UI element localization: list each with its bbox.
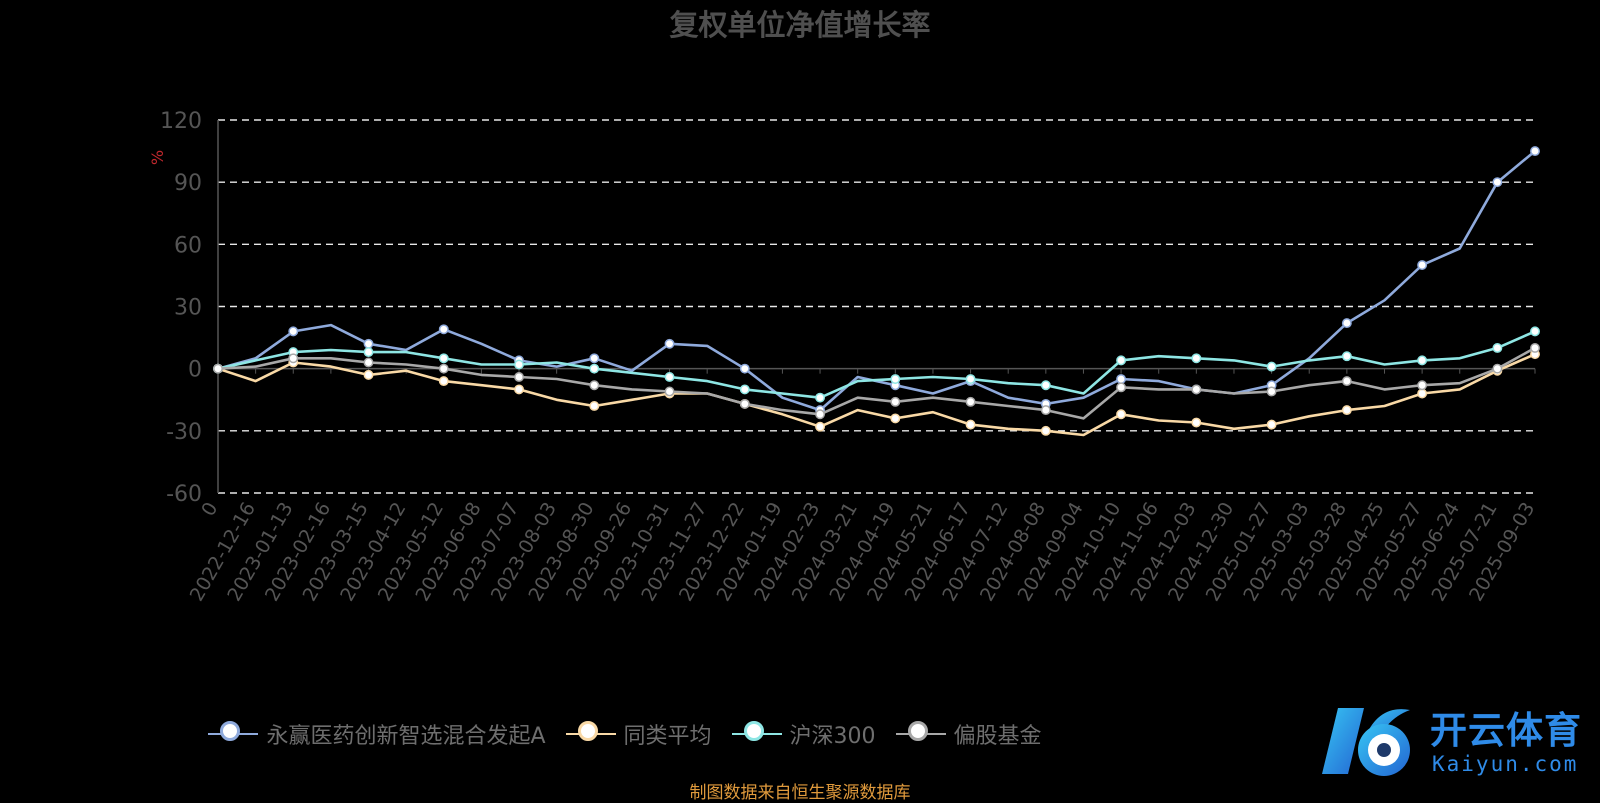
series-line-4 <box>217 346 1536 420</box>
data-point <box>1530 326 1540 337</box>
data-point <box>1191 384 1202 395</box>
data-point <box>514 359 524 370</box>
legend-label: 沪深300 <box>789 724 876 749</box>
data-point <box>1492 363 1503 374</box>
legend-item-1[interactable]: 永赢医药创新智选混合发起A <box>208 718 546 750</box>
chart-title: 复权单位净值增长率 <box>669 8 931 42</box>
legend-marker <box>731 721 782 747</box>
y-tick-label: 60 <box>174 233 202 258</box>
data-point <box>1191 417 1202 428</box>
x-tick-label: 0 <box>197 499 222 520</box>
data-point <box>815 421 826 432</box>
data-point <box>1040 380 1051 391</box>
kaiyun-logo <box>1322 708 1410 776</box>
data-point <box>1492 177 1503 188</box>
data-point <box>1417 355 1428 366</box>
data-point <box>890 396 901 407</box>
data-point <box>1266 419 1277 430</box>
legend-marker <box>565 721 616 747</box>
data-point <box>1116 382 1127 393</box>
data-point <box>815 392 826 403</box>
data-point <box>438 376 449 387</box>
data-point <box>965 419 976 430</box>
legend-marker <box>208 721 259 747</box>
data-point <box>890 413 901 424</box>
legend: 永赢医药创新智选混合发起A 同类平均 沪深300 偏股基金 <box>0 718 1250 750</box>
data-point <box>363 347 374 358</box>
legend-label: 永赢医药创新智选混合发起A <box>266 724 546 749</box>
data-point <box>1530 146 1540 157</box>
logo-subtext: Kaiyun.com <box>1432 752 1579 776</box>
series-line-3 <box>217 330 1536 400</box>
data-point <box>589 363 600 374</box>
source-note: 制图数据来自恒生聚源数据库 <box>689 783 911 803</box>
y-tick-label: 90 <box>174 171 202 196</box>
y-tick-label: -60 <box>166 482 202 507</box>
data-point <box>1492 342 1503 353</box>
data-point <box>1341 351 1352 362</box>
data-point <box>1116 374 1127 384</box>
data-point <box>288 326 299 337</box>
data-point <box>1266 361 1277 372</box>
data-point <box>1341 376 1352 387</box>
legend-item-2[interactable]: 同类平均 <box>565 718 712 750</box>
logo-text: 开云体育 <box>1430 709 1582 752</box>
data-point <box>363 369 374 380</box>
data-point <box>739 398 750 409</box>
legend-item-3[interactable]: 沪深300 <box>731 718 876 750</box>
data-point <box>363 357 374 368</box>
data-point <box>438 363 449 374</box>
data-point <box>1116 355 1127 366</box>
data-point <box>589 353 600 364</box>
data-point <box>438 324 449 335</box>
data-point <box>1191 353 1202 364</box>
data-point <box>288 353 299 364</box>
data-point <box>664 372 675 382</box>
legend-label: 同类平均 <box>623 724 712 749</box>
data-point <box>589 401 600 411</box>
data-point <box>1116 409 1127 420</box>
data-point <box>514 372 524 382</box>
data-point <box>890 374 901 384</box>
data-point <box>965 396 976 407</box>
legend-label: 偏股基金 <box>953 724 1042 749</box>
data-point <box>1530 342 1540 353</box>
data-point <box>1417 380 1428 391</box>
data-point <box>363 338 374 349</box>
data-point <box>1417 388 1428 399</box>
data-point <box>664 338 675 349</box>
legend-marker <box>895 721 946 747</box>
data-point <box>965 374 976 384</box>
data-point <box>1341 405 1352 416</box>
data-point <box>1040 405 1051 416</box>
series-line-1 <box>217 150 1536 412</box>
series-line-2 <box>217 353 1536 437</box>
data-point <box>1040 425 1051 436</box>
y-tick-label: -30 <box>166 420 202 445</box>
y-tick-label: 120 <box>160 109 202 134</box>
data-point <box>664 386 675 397</box>
data-point <box>1341 318 1352 329</box>
data-point <box>438 353 449 364</box>
data-point <box>739 384 750 395</box>
data-point <box>1266 386 1277 397</box>
data-point <box>739 363 750 374</box>
data-point <box>213 363 223 374</box>
data-point <box>589 380 600 391</box>
data-point <box>815 409 826 420</box>
y-tick-label: 30 <box>174 296 202 321</box>
y-tick-label: 0 <box>188 358 202 383</box>
data-point <box>514 384 524 395</box>
data-point <box>1417 260 1428 271</box>
legend-item-4[interactable]: 偏股基金 <box>895 718 1042 750</box>
